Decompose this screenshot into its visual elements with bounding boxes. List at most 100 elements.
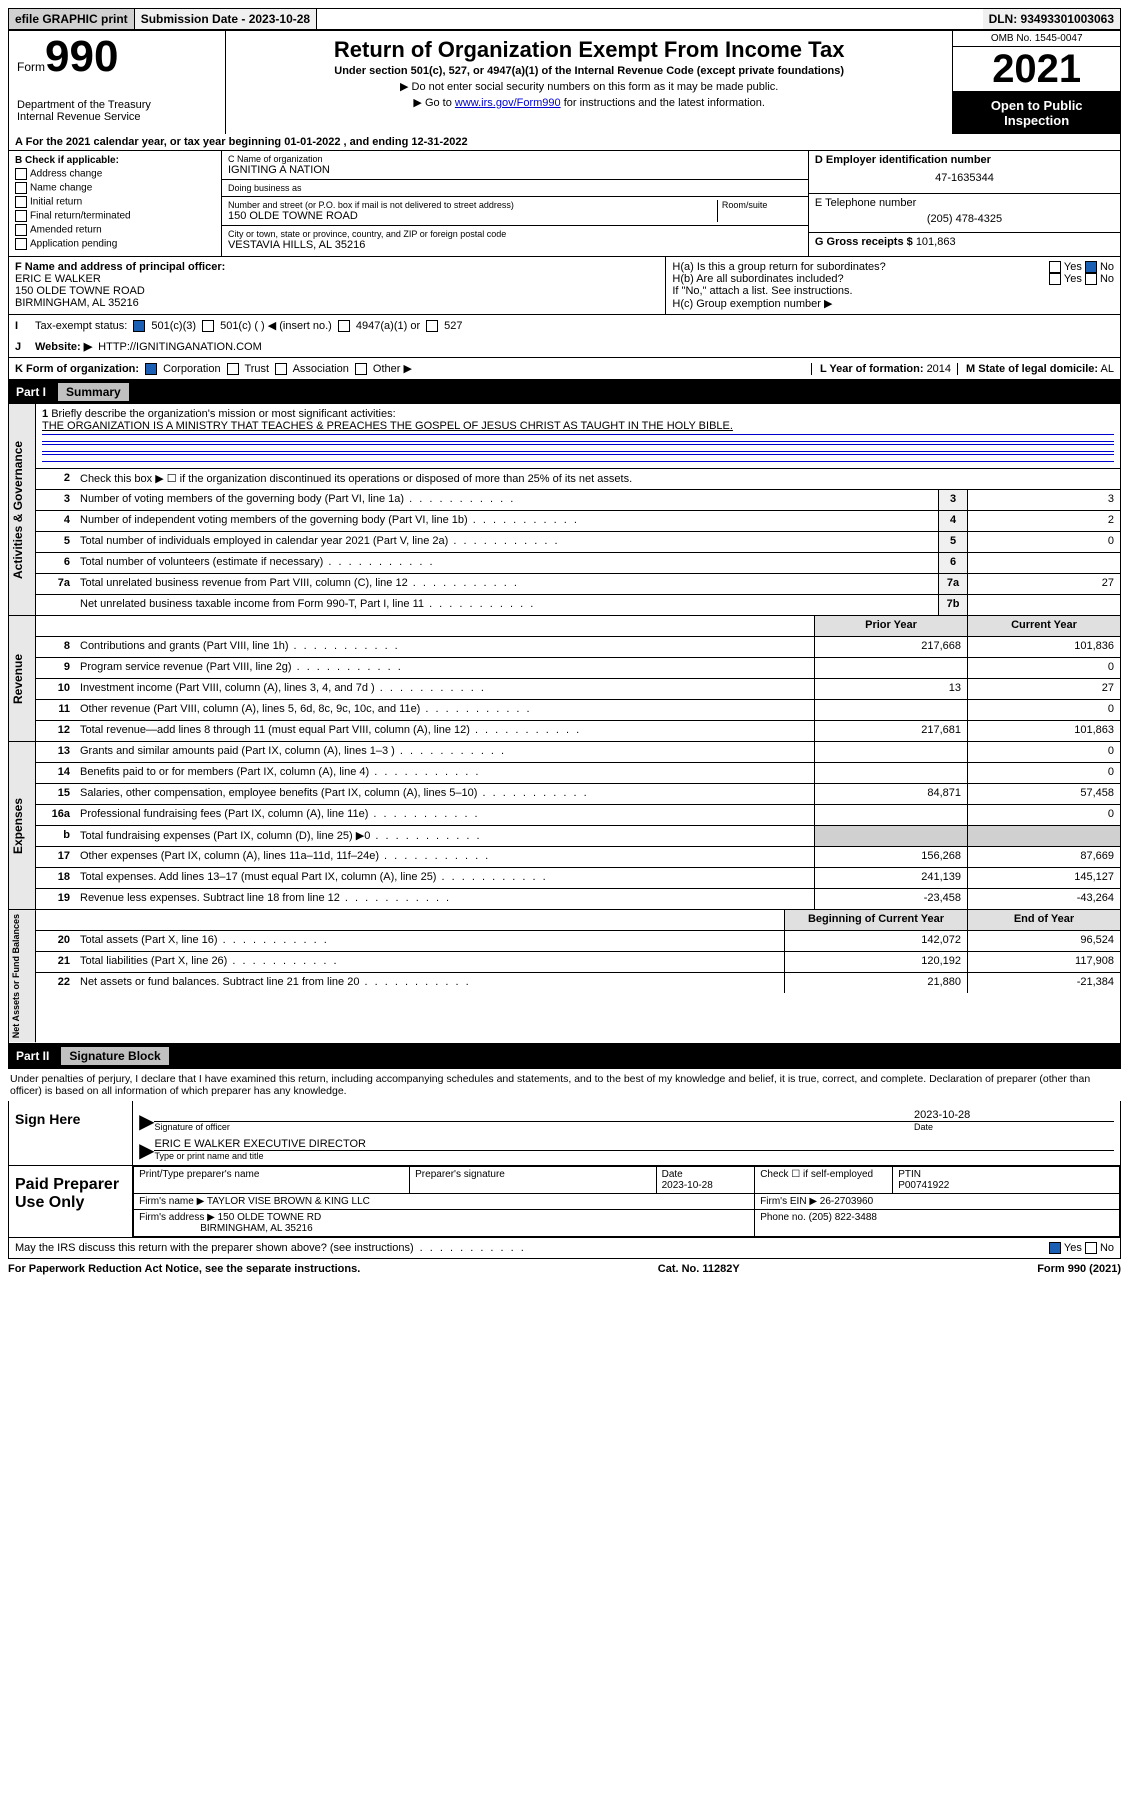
hb-label: H(b) Are all subordinates included? bbox=[672, 273, 843, 285]
exp-prior-17: 156,268 bbox=[814, 847, 967, 867]
summary-section: Activities & Governance 1 Briefly descri… bbox=[8, 404, 1121, 616]
goto-note: Go to www.irs.gov/Form990 for instructio… bbox=[232, 96, 946, 109]
box-defg: D Employer identification number 47-1635… bbox=[808, 151, 1120, 256]
chk-501c[interactable]: 501(c) ( ) ◀ (insert no.) bbox=[202, 319, 332, 332]
end-year-hdr: End of Year bbox=[967, 910, 1120, 930]
chk-address-change[interactable]: Address change bbox=[15, 168, 215, 180]
sum-val-7b bbox=[967, 595, 1120, 615]
na-begin-22: 21,880 bbox=[784, 973, 967, 993]
city-label: City or town, state or province, country… bbox=[228, 229, 802, 239]
rev-line-10: Investment income (Part VIII, column (A)… bbox=[76, 679, 814, 699]
irs-link[interactable]: www.irs.gov/Form990 bbox=[455, 97, 561, 109]
sum-line-7a: Total unrelated business revenue from Pa… bbox=[76, 574, 938, 594]
form-header: Form990 Department of the Treasury Inter… bbox=[8, 30, 1121, 134]
ha-yesno[interactable]: Yes No bbox=[1049, 261, 1114, 273]
sum-val-7a: 27 bbox=[967, 574, 1120, 594]
na-line-21: Total liabilities (Part X, line 26) bbox=[76, 952, 784, 972]
exp-curr-14: 0 bbox=[967, 763, 1120, 783]
part1-header: Part I Summary bbox=[8, 380, 1121, 404]
firm-addr-label: Firm's address ▶ bbox=[139, 1212, 215, 1223]
street-label: Number and street (or P.O. box if mail i… bbox=[228, 200, 713, 210]
chk-name-change[interactable]: Name change bbox=[15, 182, 215, 194]
form-subtitle: Under section 501(c), 527, or 4947(a)(1)… bbox=[232, 65, 946, 77]
chk-amended[interactable]: Amended return bbox=[15, 224, 215, 236]
officer-label: F Name and address of principal officer: bbox=[15, 261, 225, 273]
chk-other[interactable]: Other ▶ bbox=[355, 362, 412, 375]
year-formation-label: L Year of formation: bbox=[820, 363, 924, 375]
chk-initial-return[interactable]: Initial return bbox=[15, 196, 215, 208]
paid-preparer-label: Paid Preparer Use Only bbox=[9, 1166, 133, 1237]
firm-ein: 26-2703960 bbox=[820, 1196, 873, 1207]
footer-left: For Paperwork Reduction Act Notice, see … bbox=[8, 1263, 360, 1275]
hb-note: If "No," attach a list. See instructions… bbox=[672, 285, 1114, 297]
f-h-row: F Name and address of principal officer:… bbox=[8, 257, 1121, 315]
prep-date-label: Date bbox=[662, 1169, 683, 1180]
submission-date: Submission Date - 2023-10-28 bbox=[135, 9, 317, 29]
rev-line-12: Total revenue—add lines 8 through 11 (mu… bbox=[76, 721, 814, 741]
rev-prior-8: 217,668 bbox=[814, 637, 967, 657]
chk-trust[interactable]: Trust bbox=[227, 363, 270, 375]
na-line-20: Total assets (Part X, line 16) bbox=[76, 931, 784, 951]
exp-prior-18: 241,139 bbox=[814, 868, 967, 888]
ein-label: D Employer identification number bbox=[815, 154, 1114, 166]
exp-curr-18: 145,127 bbox=[967, 868, 1120, 888]
prep-self-emp[interactable]: Check ☐ if self-employed bbox=[755, 1166, 893, 1193]
box-b: B Check if applicable: Address change Na… bbox=[9, 151, 222, 256]
firm-name: TAYLOR VISE BROWN & KING LLC bbox=[207, 1196, 370, 1207]
rev-line-11: Other revenue (Part VIII, column (A), li… bbox=[76, 700, 814, 720]
part2-num: Part II bbox=[16, 1049, 57, 1063]
officer-name: ERIC E WALKER bbox=[15, 273, 101, 285]
sig-officer-label: Signature of officer bbox=[154, 1122, 914, 1132]
chk-corporation[interactable]: Corporation bbox=[145, 363, 221, 375]
hb-yesno[interactable]: Yes No bbox=[1049, 273, 1114, 285]
part1-num: Part I bbox=[16, 385, 54, 399]
chk-final-return[interactable]: Final return/terminated bbox=[15, 210, 215, 222]
preparer-table: Print/Type preparer's name Preparer's si… bbox=[133, 1166, 1120, 1237]
rev-curr-12: 101,863 bbox=[967, 721, 1120, 741]
website-value[interactable]: HTTP://IGNITINGANATION.COM bbox=[98, 341, 262, 353]
rev-prior-12: 217,681 bbox=[814, 721, 967, 741]
sum-line-4: Number of independent voting members of … bbox=[76, 511, 938, 531]
exp-curr-19: -43,264 bbox=[967, 889, 1120, 909]
rev-prior-11 bbox=[814, 700, 967, 720]
penalty-text: Under penalties of perjury, I declare th… bbox=[8, 1068, 1121, 1101]
exp-curr-16a: 0 bbox=[967, 805, 1120, 825]
website-label: Website: ▶ bbox=[35, 340, 92, 353]
chk-association[interactable]: Association bbox=[275, 363, 349, 375]
exp-line-16a: Professional fundraising fees (Part IX, … bbox=[76, 805, 814, 825]
signature-block: Sign Here ▶ 2023-10-28 Signature of offi… bbox=[8, 1101, 1121, 1166]
na-begin-21: 120,192 bbox=[784, 952, 967, 972]
prior-year-hdr: Prior Year bbox=[814, 616, 967, 636]
line-klm: K Form of organization: Corporation Trus… bbox=[8, 358, 1121, 380]
chk-app-pending[interactable]: Application pending bbox=[15, 238, 215, 250]
firm-addr2: BIRMINGHAM, AL 35216 bbox=[200, 1223, 312, 1234]
chk-501c3[interactable]: 501(c)(3) bbox=[133, 320, 196, 332]
prep-date: 2023-10-28 bbox=[662, 1180, 713, 1191]
paid-preparer-block: Paid Preparer Use Only Print/Type prepar… bbox=[8, 1166, 1121, 1238]
form-word: Form bbox=[17, 60, 45, 74]
exp-line-17: Other expenses (Part IX, column (A), lin… bbox=[76, 847, 814, 867]
rev-curr-10: 27 bbox=[967, 679, 1120, 699]
prep-name-col: Print/Type preparer's name bbox=[134, 1166, 410, 1193]
form-title: Return of Organization Exempt From Incom… bbox=[232, 37, 946, 63]
discuss-yesno[interactable]: Yes No bbox=[1049, 1242, 1114, 1254]
exp-prior-15: 84,871 bbox=[814, 784, 967, 804]
chk-527[interactable]: 527 bbox=[426, 320, 462, 332]
exp-curr-13: 0 bbox=[967, 742, 1120, 762]
org-name: IGNITING A NATION bbox=[228, 164, 802, 176]
box-c: C Name of organization IGNITING A NATION… bbox=[222, 151, 808, 256]
revenue-section: Revenue Prior Year Current Year 8Contrib… bbox=[8, 616, 1121, 742]
sum-line-5: Total number of individuals employed in … bbox=[76, 532, 938, 552]
firm-ein-label: Firm's EIN ▶ bbox=[760, 1196, 817, 1207]
typed-name-label: Type or print name and title bbox=[154, 1151, 1114, 1161]
mission-block: 1 Briefly describe the organization's mi… bbox=[36, 404, 1120, 469]
org-form-label: K Form of organization: bbox=[15, 363, 139, 375]
sign-date: 2023-10-28 bbox=[906, 1109, 1114, 1122]
footer-mid: Cat. No. 11282Y bbox=[658, 1263, 740, 1275]
chk-4947[interactable]: 4947(a)(1) or bbox=[338, 320, 420, 332]
efile-print-button[interactable]: efile GRAPHIC print bbox=[9, 9, 135, 29]
room-label: Room/suite bbox=[722, 200, 802, 210]
vtab-expenses: Expenses bbox=[9, 742, 36, 909]
tax-year: 2021 bbox=[953, 47, 1120, 91]
open-inspection: Open to Public Inspection bbox=[953, 91, 1120, 134]
